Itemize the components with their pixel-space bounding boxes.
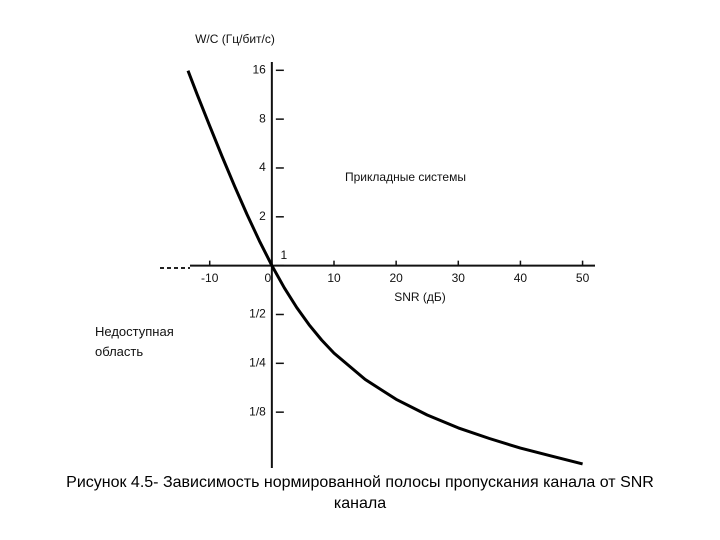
y-axis-label: W/C (Гц/бит/с): [195, 32, 275, 46]
annotation: Прикладные системы: [345, 170, 466, 184]
curve: [186, 70, 583, 466]
x-tick-label: 40: [514, 271, 528, 285]
y-tick-label: 1/8: [249, 404, 266, 418]
x-axis-label: SNR (дБ): [394, 290, 446, 304]
x-tick-label: 50: [576, 271, 590, 285]
y-tick-label: 16: [252, 62, 266, 76]
y-tick-label: 1: [281, 248, 288, 262]
y-tick-label: 1/2: [249, 307, 266, 321]
y-tick-label: 2: [259, 209, 266, 223]
chart: W/C (Гц/бит/с) SNR (дБ) Прикладные систе…: [160, 32, 595, 470]
x-tick-label: 30: [452, 271, 466, 285]
y-tick-label: 4: [259, 160, 266, 174]
x-tick-label: 20: [389, 271, 403, 285]
x-tick-label: 10: [327, 271, 341, 285]
x-tick-label: 0: [265, 271, 272, 285]
x-tick-label: -10: [201, 271, 219, 285]
caption: Рисунок 4.5- Зависимость нормированной п…: [66, 474, 654, 512]
annotation: Недоступная область: [95, 324, 174, 359]
y-tick-label: 1/4: [249, 355, 266, 369]
y-tick-label: 8: [259, 111, 266, 125]
